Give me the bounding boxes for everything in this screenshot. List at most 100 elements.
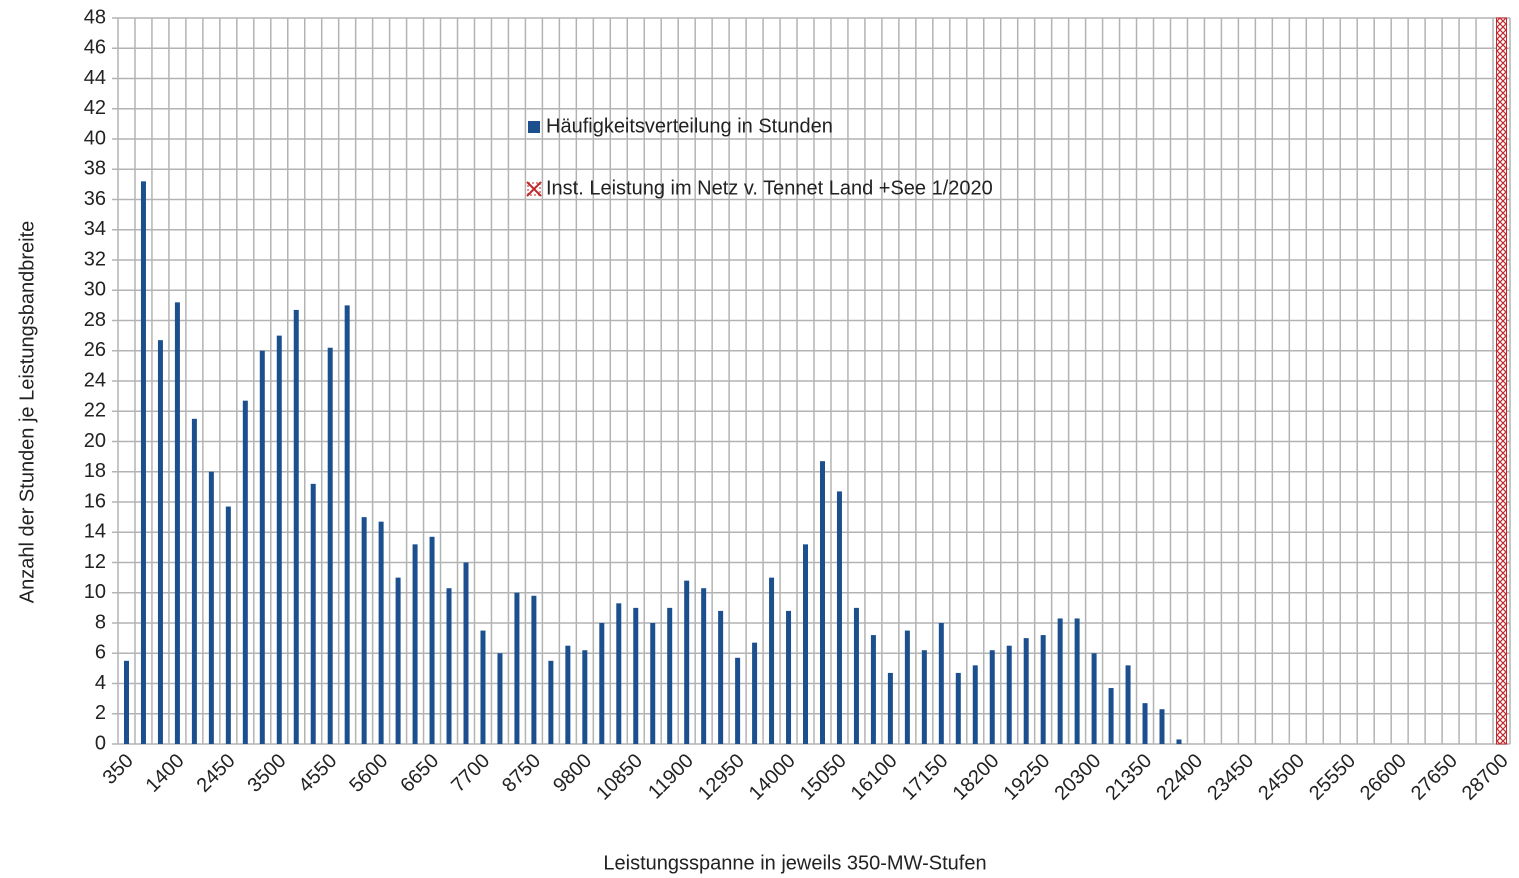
bar [921,650,927,744]
bar [938,623,944,744]
bar [1023,638,1029,744]
bar [310,483,316,744]
bar [378,521,384,744]
bar [769,577,775,744]
x-tick-label: 3500 [244,750,291,797]
bar [836,491,842,744]
x-tick-label: 10850 [592,750,647,805]
x-tick-label: 23450 [1203,750,1258,805]
bar [1057,618,1063,744]
bar [904,630,910,744]
y-tick-label: 42 [84,97,106,119]
y-tick-label: 22 [84,400,106,422]
legend-marker [526,181,542,197]
bar [242,400,248,744]
bar [497,653,503,744]
bar [718,610,724,744]
bar [429,536,435,744]
y-tick-label: 18 [84,460,106,482]
x-tick-label: 19250 [1000,750,1055,805]
x-tick-label: 12950 [694,750,749,805]
x-tick-label: 4550 [294,750,341,797]
bar [1108,688,1114,744]
legend-label: Häufigkeitsverteilung in Stunden [546,115,833,137]
y-tick-label: 44 [84,67,106,89]
bar [208,471,214,744]
bar [1159,709,1165,744]
y-tick-label: 34 [84,218,106,240]
x-tick-label: 26600 [1356,750,1411,805]
y-tick-label: 30 [84,279,106,301]
bar [480,630,486,744]
bar [633,607,639,744]
x-axis-label: Leistungsspanne in jeweils 350-MW-Stufen [603,852,986,874]
bar [361,517,367,744]
y-tick-label: 24 [84,369,106,391]
x-tick-label: 16100 [847,750,902,805]
bar [344,305,350,744]
x-tick-label: 24500 [1254,750,1309,805]
bar [1496,17,1508,745]
bar [327,347,333,744]
y-tick-label: 32 [84,248,106,270]
bar [514,592,520,744]
y-tick-label: 48 [84,6,106,28]
x-tick-label: 7700 [447,750,494,797]
x-tick-label: 2450 [193,750,240,797]
y-tick-label: 10 [84,581,106,603]
y-tick-label: 12 [84,551,106,573]
x-tick-label: 25550 [1305,750,1360,805]
legend-label: Inst. Leistung im Netz v. Tennet Land +S… [546,177,993,199]
bar [803,544,809,744]
bar [786,610,792,744]
bar [1142,703,1148,744]
x-tick-label: 8750 [498,750,545,797]
y-tick-label: 4 [95,672,106,694]
bar [1125,665,1131,744]
x-tick-label: 18200 [949,750,1004,805]
bar [887,672,893,744]
legend-marker-box [527,182,541,196]
bar [225,506,231,744]
bar [1040,635,1046,744]
x-tick-label: 28700 [1458,750,1513,805]
y-tick-label: 6 [95,642,106,664]
bar [752,642,758,744]
x-tick-label: 350 [99,750,138,789]
bar [667,607,673,744]
bar [531,595,537,744]
bar [1074,618,1080,744]
x-tick-label: 20300 [1050,750,1105,805]
x-tick-label: 14000 [745,750,800,805]
x-tick-label: 9800 [549,750,596,797]
bar [989,650,995,744]
bar [157,340,163,744]
bar [140,181,146,745]
y-tick-label: 28 [84,309,106,331]
x-tick-label: 27650 [1407,750,1462,805]
x-tick-label: 22400 [1152,750,1207,805]
x-tick-label: 6650 [396,750,443,797]
y-tick-label: 2 [95,702,106,724]
y-tick-label: 26 [84,339,106,361]
bar [412,544,418,744]
y-axis-label: Anzahl der Stunden je Leistungsbandbreit… [16,221,38,604]
bar [259,350,265,744]
x-tick-label: 17150 [898,750,953,805]
x-tick-label: 11900 [644,750,698,804]
bar [735,657,741,744]
bar [276,335,282,744]
bar [582,650,588,744]
bar [1091,653,1097,744]
bar [599,623,605,744]
bar [123,660,129,744]
y-tick-label: 46 [84,37,106,59]
y-tick-label: 8 [95,611,106,633]
bar [293,309,299,744]
y-tick-label: 14 [84,521,106,543]
bar [853,607,859,744]
bar [650,623,656,744]
x-tick-label: 1400 [142,750,189,797]
y-tick-label: 38 [84,158,106,180]
bar [972,665,978,744]
